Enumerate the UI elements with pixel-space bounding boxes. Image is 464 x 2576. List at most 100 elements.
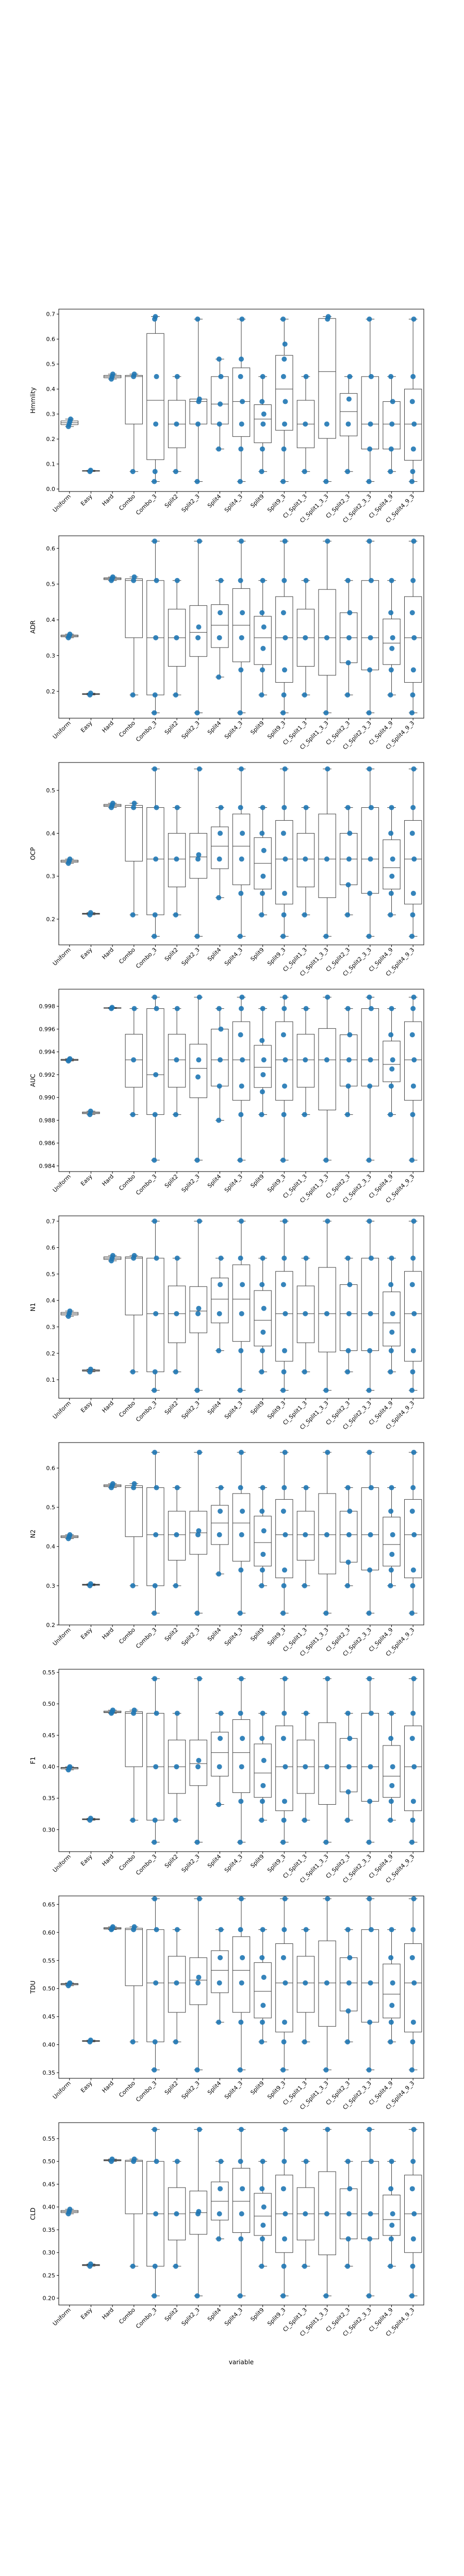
box [361,1713,379,1802]
data-point [196,2127,202,2132]
box [232,814,251,885]
data-point [388,1583,393,1588]
data-point [280,316,286,322]
subplot-adr: 0.2 0.3 0.4 0.5 0.6 ADR Uniform Easy Hard ComboCo… [29,535,424,751]
data-point [366,2067,372,2073]
box [361,1487,379,1570]
data-point [154,1485,159,1490]
data-point [411,1218,417,1224]
data-point [280,374,286,379]
data-point [152,1676,158,1682]
x-tick-label: Split2_3 [180,1400,201,1420]
data-point [411,635,417,640]
box [146,333,164,460]
x-tick-label: Split2 [163,720,179,736]
data-point [280,1509,286,1514]
data-point [110,1924,115,1929]
x-tick-label: Easy [79,946,94,961]
data-point [131,371,137,377]
data-point [281,912,287,918]
x-axis-label: variable [229,2359,254,2366]
data-point [411,766,417,772]
data-point [240,610,245,616]
data-point [130,1112,136,1117]
box [254,1962,272,2019]
data-point [240,399,245,404]
y-tick-label: 0.2 [46,688,56,695]
data-point [195,421,201,427]
data-point [259,1282,265,1287]
x-tick-label: Combo [118,946,137,965]
data-point [346,635,352,640]
y-tick-label: 0.6 [46,336,56,343]
data-point [282,341,288,347]
data-point [282,766,288,772]
data-point [388,1509,394,1514]
data-point [239,538,244,544]
x-tick-label: Split4_3 [223,493,244,514]
x-tick-label: Split9 [249,720,265,736]
x-tick-label: Uniform [52,946,72,967]
data-point [152,994,158,1000]
data-point [239,1450,244,1455]
y-tick-label: 0.40 [43,2042,56,2048]
x-tick-label: Uniform [52,1626,72,1647]
data-point [283,2211,288,2216]
data-point [153,2211,159,2216]
x-tick-label: Combo_3 [135,1853,158,1876]
data-point [366,2293,372,2299]
data-point [174,635,179,640]
x-tick-label: Hard [101,946,115,961]
box [318,1028,336,1111]
data-point [240,1057,245,1063]
x-tick-label: Combo [118,2307,137,2326]
data-point [323,1157,329,1163]
data-point [345,1927,351,1933]
data-point [260,1256,266,1261]
data-point [280,831,286,836]
x-tick-label: Split9_3 [266,946,287,967]
y-tick-label: 0.6 [46,1245,56,1251]
data-point [368,1927,374,1933]
data-point [152,2039,158,2045]
data-point [410,1256,416,1261]
data-point [281,2020,287,2025]
data-point [259,1348,265,1353]
data-point [323,1611,329,1616]
x-tick-label: Split2_3 [180,493,201,514]
data-point [237,479,243,484]
data-point [216,674,222,680]
data-point [280,710,286,716]
data-point [368,421,373,427]
data-point [152,934,157,939]
data-point [345,882,351,888]
data-point [217,2211,222,2216]
y-tick-label: 0.30 [43,1826,56,1833]
data-point [347,610,353,616]
data-point [259,1567,265,1573]
data-point [410,1348,416,1353]
data-point [240,1736,245,1741]
data-point [153,1311,159,1316]
x-tick-label: Hard [101,1853,115,1868]
data-point [281,1348,287,1353]
data-point [411,1980,417,1986]
data-point [173,1112,178,1117]
data-point [410,1817,416,1823]
data-point [194,1611,200,1616]
data-point [240,1509,245,1514]
data-point [366,1387,372,1393]
data-point [67,631,73,637]
data-point [409,1736,415,1741]
x-tick-label: Split2 [163,946,179,962]
data-point [302,692,307,698]
data-point [345,1006,351,1011]
data-point [239,635,244,640]
data-point [240,2186,245,2192]
data-point [259,1817,264,1823]
data-point [323,479,329,484]
data-point [410,805,416,810]
data-point [283,1532,288,1537]
data-point [109,1005,115,1010]
